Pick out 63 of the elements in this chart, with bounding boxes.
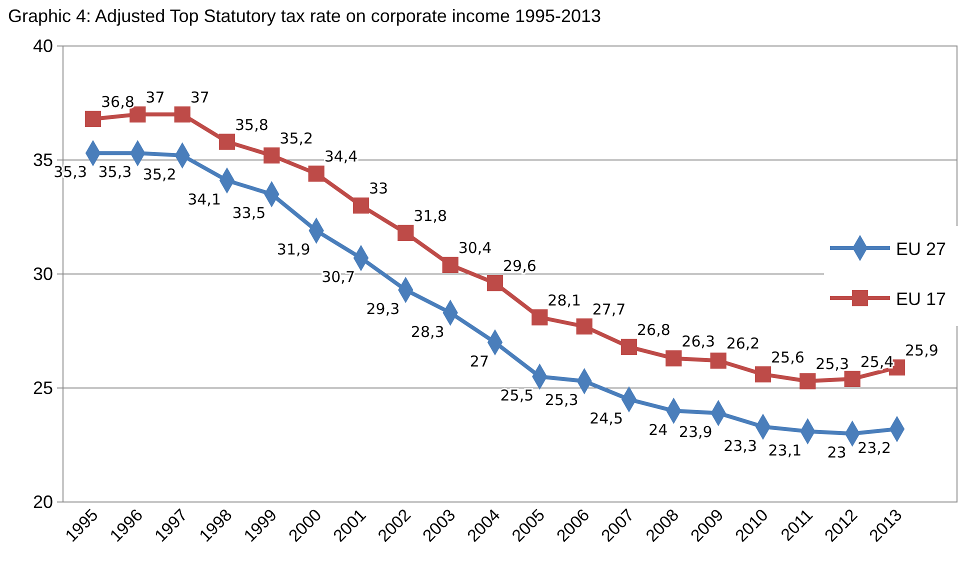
point bbox=[666, 350, 682, 366]
point bbox=[352, 198, 370, 214]
data-label: 36,8 bbox=[101, 92, 134, 111]
point bbox=[754, 366, 772, 382]
y-tick-label: 35 bbox=[32, 150, 53, 170]
data-label: 35,2 bbox=[280, 129, 314, 148]
point bbox=[710, 352, 726, 369]
point bbox=[264, 147, 280, 164]
data-label: 23,2 bbox=[858, 439, 891, 458]
data-label: 25,9 bbox=[905, 341, 938, 360]
data-label: 23 bbox=[827, 444, 846, 462]
y-tick-label: 30 bbox=[32, 264, 53, 284]
point bbox=[218, 134, 236, 150]
legend-label: EU 27 bbox=[896, 239, 946, 259]
data-label: 30,7 bbox=[322, 268, 355, 286]
data-label: 25,3 bbox=[544, 391, 578, 410]
data-label: 30,4 bbox=[458, 238, 492, 257]
data-label: 28,1 bbox=[548, 291, 582, 310]
data-label: 25,6 bbox=[771, 348, 804, 366]
data-label: 25,5 bbox=[500, 386, 534, 405]
data-label: 23,9 bbox=[678, 423, 712, 442]
point bbox=[620, 338, 638, 356]
point bbox=[532, 309, 548, 326]
data-label: 34,4 bbox=[324, 148, 358, 166]
data-label: 29,6 bbox=[503, 257, 536, 276]
data-label: 26,3 bbox=[682, 332, 716, 350]
point bbox=[174, 106, 190, 122]
data-label: 24,5 bbox=[590, 409, 623, 428]
data-label: 26,8 bbox=[637, 320, 670, 339]
data-label: 31,9 bbox=[276, 240, 310, 259]
data-label: 35,8 bbox=[235, 116, 268, 134]
data-label: 31,8 bbox=[414, 206, 448, 225]
point bbox=[576, 318, 592, 335]
data-label: 35,3 bbox=[54, 163, 87, 182]
data-label: 33,5 bbox=[232, 204, 266, 222]
data-label: 33 bbox=[369, 180, 388, 198]
y-tick-label: 40 bbox=[32, 36, 53, 56]
data-label: 23,1 bbox=[768, 441, 802, 460]
data-label: 35,2 bbox=[142, 165, 176, 184]
y-tick-label: 20 bbox=[32, 492, 53, 512]
data-label: 25,4 bbox=[860, 352, 894, 371]
data-label: 27,7 bbox=[592, 300, 626, 318]
data-label: 28,3 bbox=[410, 322, 444, 341]
data-label: 37 bbox=[146, 88, 165, 106]
point bbox=[844, 370, 860, 387]
chart-title: Graphic 4: Adjusted Top Statutory tax rate on corporate income 1995-2013 bbox=[8, 6, 602, 26]
data-label: 23,3 bbox=[724, 436, 757, 455]
data-label: 26,2 bbox=[726, 334, 760, 353]
data-label: 25,3 bbox=[816, 355, 850, 374]
point bbox=[398, 224, 414, 242]
data-label: 35,3 bbox=[98, 163, 132, 182]
point bbox=[308, 166, 324, 182]
data-label: 24 bbox=[648, 420, 668, 439]
legend-label: EU 17 bbox=[896, 289, 946, 309]
data-label: 27 bbox=[470, 352, 489, 370]
point bbox=[800, 373, 816, 390]
data-label: 37 bbox=[190, 88, 210, 106]
y-tick-label: 25 bbox=[32, 378, 53, 398]
point bbox=[486, 275, 504, 292]
data-label: 34,1 bbox=[188, 190, 221, 209]
data-label: 29,3 bbox=[366, 300, 400, 318]
point bbox=[442, 256, 458, 273]
point bbox=[84, 110, 102, 128]
